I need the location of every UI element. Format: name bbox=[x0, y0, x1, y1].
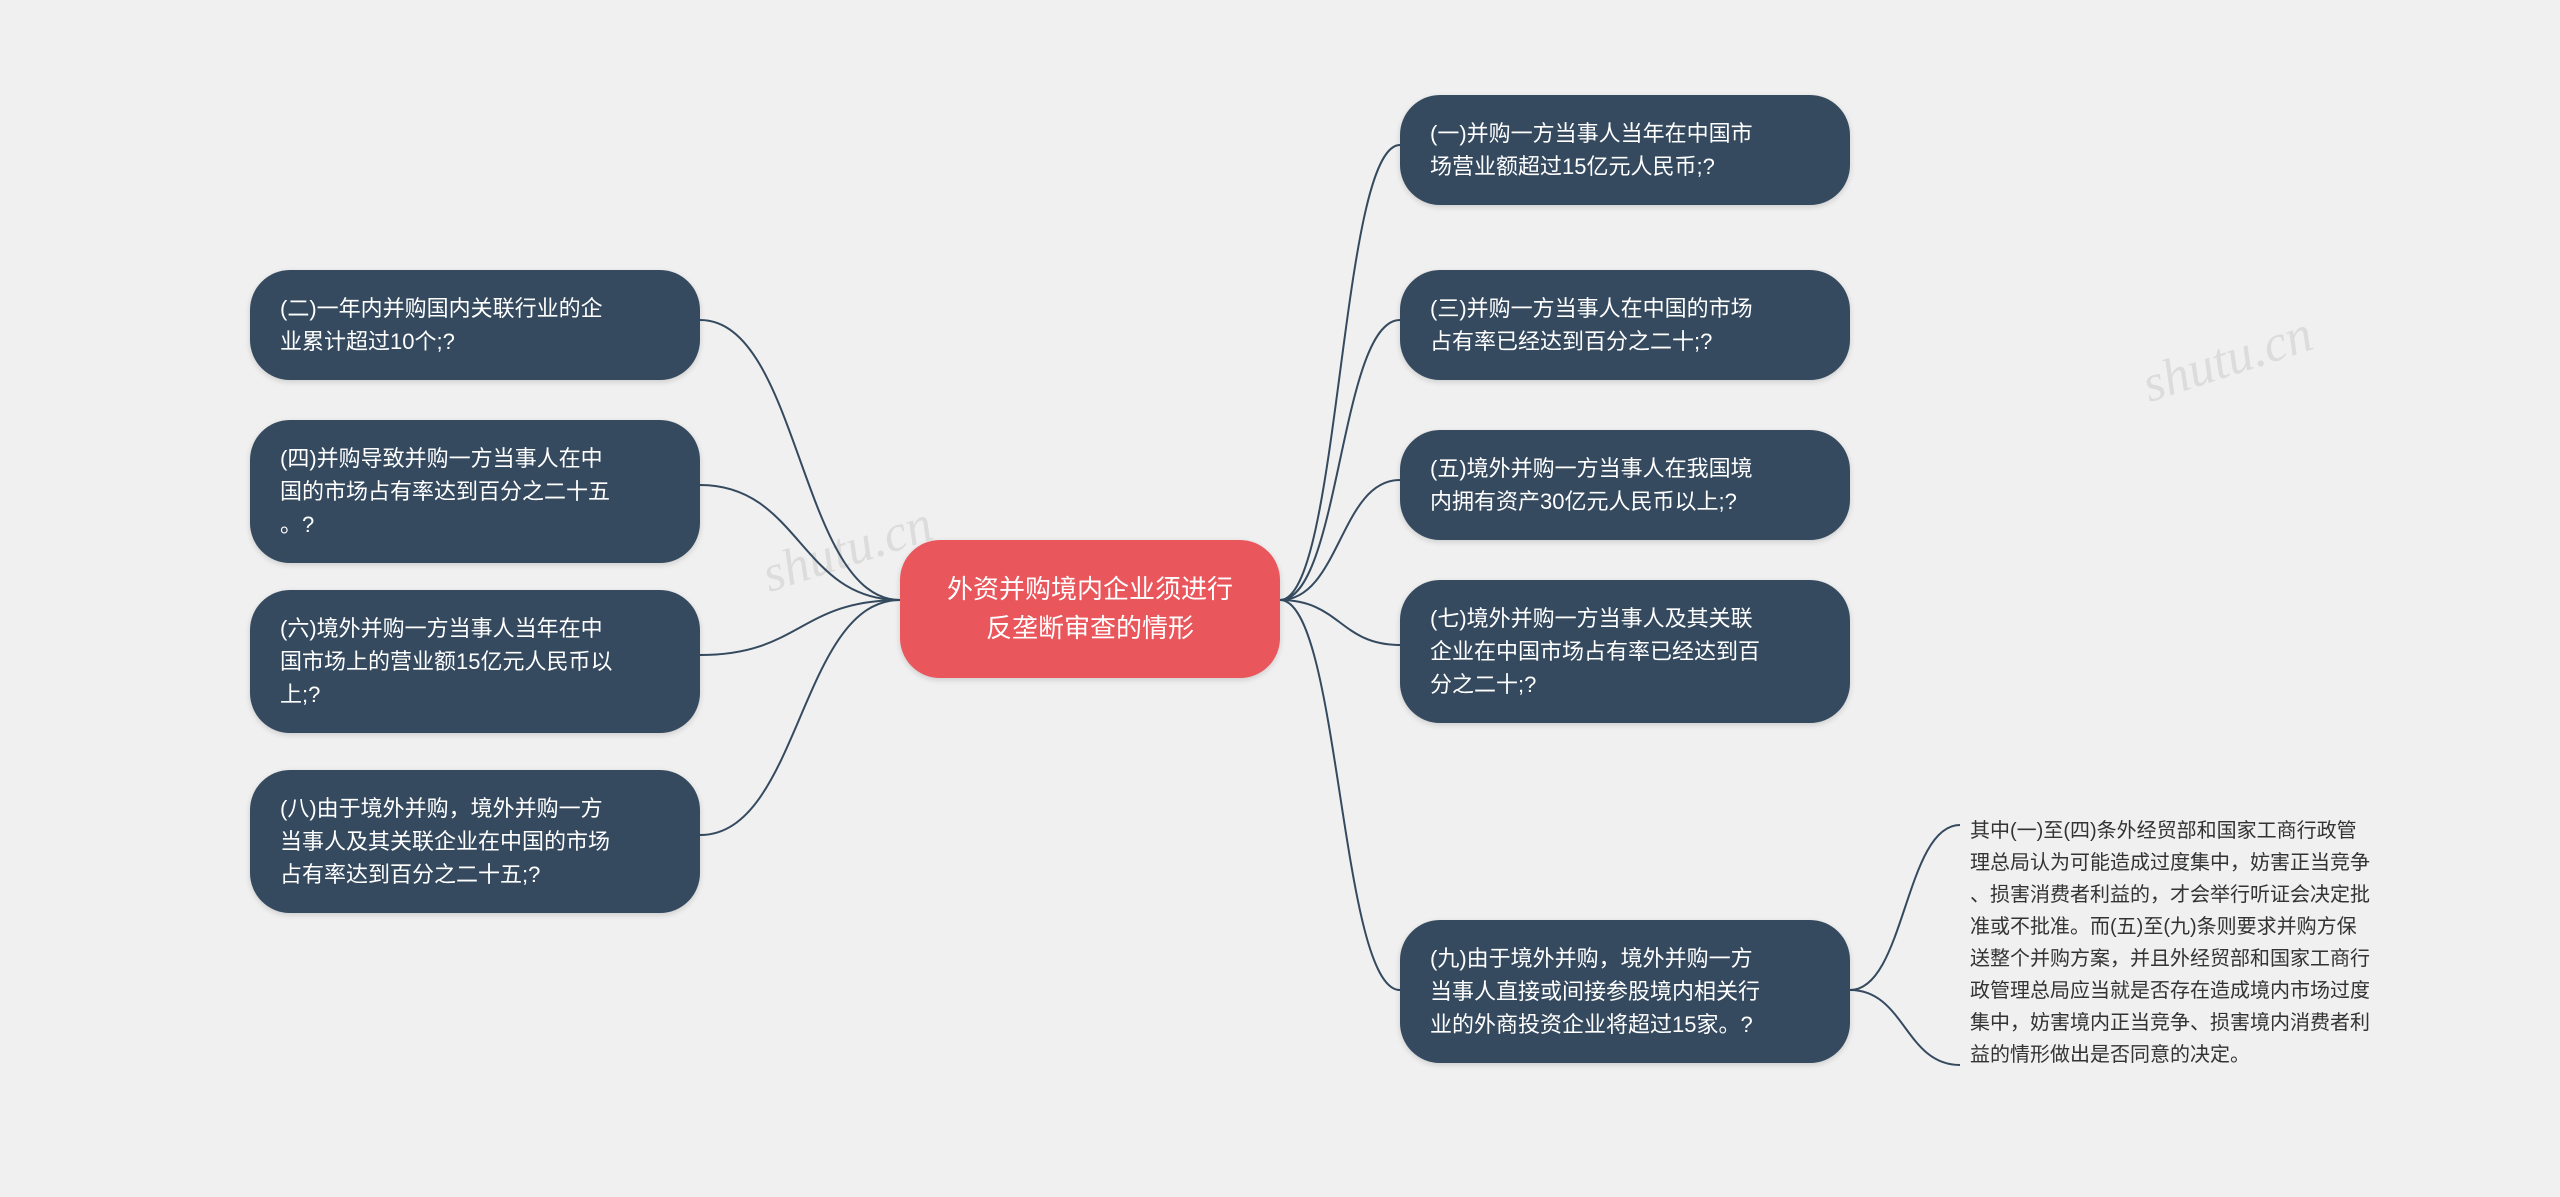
detail-text: 其中(一)至(四)条外经贸部和国家工商行政管理总局认为可能造成过度集中，妨害正当… bbox=[1970, 820, 2370, 1066]
branch-right-4: (七)境外并购一方当事人及其关联企业在中国市场占有率已经达到百分之二十;? bbox=[1400, 580, 1850, 723]
branch-left-3: (六)境外并购一方当事人当年在中国市场上的营业额15亿元人民币以上;? bbox=[250, 590, 700, 733]
branch-left-4: (八)由于境外并购，境外并购一方当事人及其关联企业在中国的市场占有率达到百分之二… bbox=[250, 770, 700, 913]
center-label: 外资并购境内企业须进行反垄断审查的情形 bbox=[947, 574, 1233, 643]
branch-label: (五)境外并购一方当事人在我国境内拥有资产30亿元人民币以上;? bbox=[1430, 456, 1753, 514]
watermark-2: shutu.cn bbox=[2135, 304, 2319, 414]
branch-right-5: (九)由于境外并购，境外并购一方当事人直接或间接参股境内相关行业的外商投资企业将… bbox=[1400, 920, 1850, 1063]
branch-right-3: (五)境外并购一方当事人在我国境内拥有资产30亿元人民币以上;? bbox=[1400, 430, 1850, 540]
branch-label: (七)境外并购一方当事人及其关联企业在中国市场占有率已经达到百分之二十;? bbox=[1430, 606, 1760, 697]
branch-label: (二)一年内并购国内关联行业的企业累计超过10个;? bbox=[280, 296, 603, 354]
branch-label: (六)境外并购一方当事人当年在中国市场上的营业额15亿元人民币以上;? bbox=[280, 616, 612, 707]
branch-label: (八)由于境外并购，境外并购一方当事人及其关联企业在中国的市场占有率达到百分之二… bbox=[280, 796, 610, 887]
branch-label: (九)由于境外并购，境外并购一方当事人直接或间接参股境内相关行业的外商投资企业将… bbox=[1430, 946, 1760, 1037]
center-node: 外资并购境内企业须进行反垄断审查的情形 bbox=[900, 540, 1280, 678]
branch-left-1: (二)一年内并购国内关联行业的企业累计超过10个;? bbox=[250, 270, 700, 380]
branch-label: (三)并购一方当事人在中国的市场占有率已经达到百分之二十;? bbox=[1430, 296, 1753, 354]
mindmap-canvas: shutu.cn shutu.cn 外资并购境内企业须进行反垄断审查的情形 (二… bbox=[0, 0, 2560, 1197]
detail-note: 其中(一)至(四)条外经贸部和国家工商行政管理总局认为可能造成过度集中，妨害正当… bbox=[1970, 815, 2510, 1071]
branch-label: (四)并购导致并购一方当事人在中国的市场占有率达到百分之二十五。? bbox=[280, 446, 610, 537]
branch-label: (一)并购一方当事人当年在中国市场营业额超过15亿元人民币;? bbox=[1430, 121, 1753, 179]
branch-right-1: (一)并购一方当事人当年在中国市场营业额超过15亿元人民币;? bbox=[1400, 95, 1850, 205]
branch-left-2: (四)并购导致并购一方当事人在中国的市场占有率达到百分之二十五。? bbox=[250, 420, 700, 563]
branch-right-2: (三)并购一方当事人在中国的市场占有率已经达到百分之二十;? bbox=[1400, 270, 1850, 380]
